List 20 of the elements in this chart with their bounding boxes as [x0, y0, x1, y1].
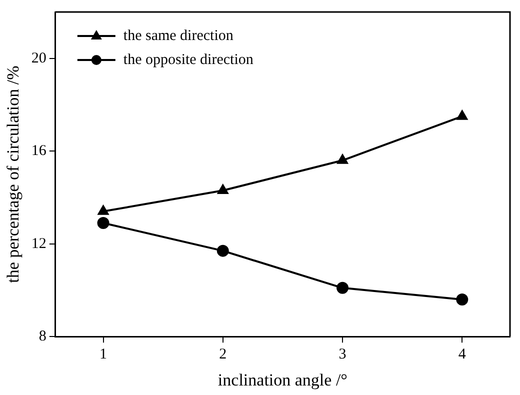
x-axis-title: inclination angle /° [218, 370, 348, 390]
point [97, 216, 110, 229]
point [336, 282, 349, 294]
point [337, 154, 348, 164]
y-tick-label: 20 [31, 50, 46, 66]
legend-label: the same direction [123, 28, 234, 44]
x-tick-label: 3 [338, 346, 346, 363]
y-tick-label: 16 [31, 143, 47, 160]
x-tick-label: 2 [219, 346, 227, 363]
legend-label: the opposite direction [123, 52, 254, 68]
point [98, 205, 109, 215]
point [456, 110, 468, 120]
y-axis-title: the percentage of circulation /% [4, 66, 23, 283]
y-tick-label: 8 [38, 328, 46, 345]
point [218, 184, 228, 194]
point [216, 244, 229, 257]
x-tick-label: 1 [100, 346, 108, 363]
x-tick-label: 4 [458, 346, 466, 363]
point [456, 294, 468, 306]
y-tick-label: 12 [31, 236, 46, 252]
